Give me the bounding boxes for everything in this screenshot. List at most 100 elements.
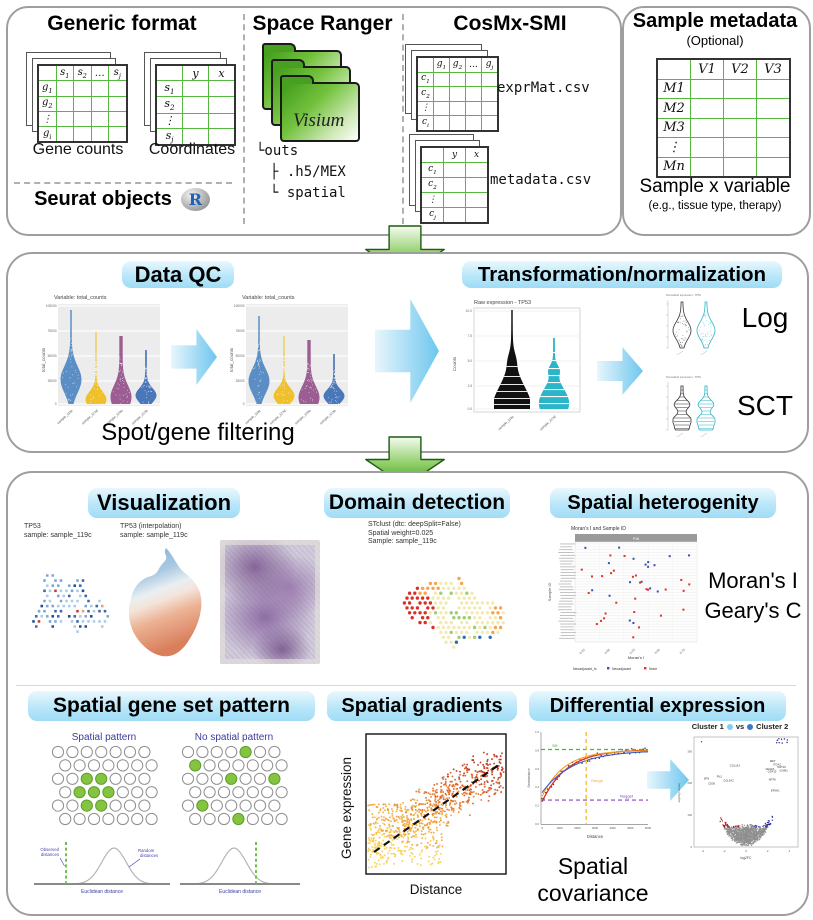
tp53-interpolation-plot: [128, 548, 202, 657]
svg-text:Normalized expression - TP53: Normalized expression - TP53: [666, 375, 701, 379]
exprmat-table: g1 g2… gj c1 c2 ⋮ ci: [416, 56, 499, 132]
vs-label: vs: [735, 722, 745, 731]
svg-text:0.8: 0.8: [535, 748, 539, 752]
distance-distribution-left: ObserveddistancesRandomdistancesEuclidea…: [34, 842, 170, 895]
svg-text:Counts: Counts: [452, 356, 457, 371]
coordinates-stack: y x s1 s2 ⋮ sj: [144, 52, 236, 147]
svg-text:Distance: Distance: [410, 882, 463, 897]
svg-text:CD36: CD36: [708, 782, 715, 786]
svg-text:0.6: 0.6: [535, 767, 539, 771]
svg-text:GDF15: GDF15: [768, 770, 777, 774]
seurat-objects-label: Seurat objects: [34, 188, 172, 210]
svg-text:75000: 75000: [48, 329, 57, 333]
svg-text:Semivariance: Semivariance: [527, 768, 531, 788]
spot-gene-filtering-caption: Spot/gene filtering: [101, 419, 295, 446]
svg-text:50000: 50000: [48, 354, 57, 358]
svg-text:P16: P16: [633, 537, 639, 541]
svg-text:COL3A2: COL3A2: [723, 778, 734, 782]
sample-variable-table: V1 V2 V3 M1 M2 M3 ⋮ Mn: [656, 58, 791, 178]
sample-metadata-title: Sample metadata: [632, 10, 798, 32]
svg-text:Nugget: Nugget: [620, 794, 634, 799]
variogram-plot: 1.0 0.8 0.6 0.4 0.2 0.00 1000 2000 3000 4000 5000 6…: [527, 730, 652, 839]
spatial-heterogeneity-header: Spatial heterogenity: [550, 488, 776, 518]
tree-h5mex: ├ .h5/MEX: [270, 164, 346, 180]
svg-text:log2FC: log2FC: [741, 856, 752, 860]
seurat-row: Seurat objects R: [10, 188, 234, 211]
transformation-header: Transformation/normalization: [462, 261, 782, 288]
domain-detection-header: Domain detection: [324, 488, 510, 518]
svg-text:6000: 6000: [645, 826, 652, 830]
svg-text:0: 0: [690, 845, 692, 849]
no-spatial-pattern-label: No spatial pattern: [194, 732, 274, 743]
svg-text:1.0: 1.0: [535, 730, 539, 734]
visualization-header: Visualization: [88, 488, 240, 518]
spot-plot-caption: TP53 sample: sample_119c: [24, 523, 92, 539]
svg-text:MET: MET: [770, 759, 776, 763]
svg-text:50000: 50000: [236, 354, 245, 358]
sample-variable-subcaption: (e.g., tissue type, therapy): [648, 200, 782, 212]
svg-text:5000: 5000: [627, 826, 634, 830]
svg-text:10.0: 10.0: [466, 309, 472, 313]
seurat-divider: [14, 182, 232, 184]
sct-label: SCT: [737, 390, 793, 421]
svg-text:COL1A1: COL1A1: [730, 764, 741, 768]
space-ranger-title: Space Ranger: [252, 12, 393, 35]
optional-label: (Optional): [686, 33, 744, 48]
svg-text:sample_119c: sample_119c: [497, 415, 515, 432]
svg-text:0.2: 0.2: [535, 804, 539, 808]
svg-text:100000: 100000: [234, 304, 245, 308]
svg-text:0.4: 0.4: [535, 785, 539, 789]
svg-text:Variable: total_counts: Variable: total_counts: [242, 295, 295, 301]
right-arrow-icon: [597, 347, 643, 395]
svg-text:0.0: 0.0: [468, 407, 473, 411]
svg-text:100: 100: [687, 813, 692, 817]
sct-normalized-plot: Normalized expression - TP53: [666, 375, 716, 438]
svg-text:100000: 100000: [46, 304, 57, 308]
svg-text:200: 200: [687, 781, 692, 785]
svg-text:Variable: total_counts: Variable: total_counts: [54, 295, 107, 301]
no-spatial-pattern-grid: [181, 745, 288, 826]
qc-violin-plot-filtered: Variable: total_counts total_counts 100000…: [229, 295, 348, 425]
row-divider: [16, 685, 796, 686]
svg-text:0.75: 0.75: [679, 648, 686, 655]
svg-text:distances: distances: [41, 852, 59, 857]
svg-text:Sample ID: Sample ID: [547, 583, 552, 602]
sample-variable-stack: V1 V2 V3 M1 M2 M3 ⋮ Mn: [656, 58, 791, 178]
spatial-covariance-caption: Spatial covariance: [537, 853, 649, 906]
gene-counts-table: s1 s2… sj g1 g2 ⋮ gi: [37, 64, 128, 144]
svg-text:Sill: Sill: [552, 743, 557, 748]
svg-text:5.0: 5.0: [468, 359, 473, 363]
svg-text:Moran's I: Moran's I: [628, 655, 644, 660]
tree-outs: └outs: [256, 143, 299, 159]
svg-text:0: 0: [243, 402, 245, 406]
tp53-spot-plot: [32, 574, 110, 633]
svg-text:total_counts: total_counts: [229, 347, 234, 372]
svg-text:25000: 25000: [48, 379, 57, 383]
spatial-pattern-label: Spatial pattern: [71, 732, 137, 743]
visium-label: Visium: [293, 110, 345, 131]
cluster2-dot-icon: [747, 723, 754, 730]
svg-text:25000: 25000: [236, 379, 245, 383]
svg-text:FN1: FN1: [717, 774, 723, 778]
svg-text:0.00: 0.00: [604, 648, 611, 655]
log-normalized-plot: Normalized expression - TP53: [666, 293, 716, 356]
svg-text:Euclidean distance: Euclidean distance: [219, 889, 261, 895]
svg-text:distances: distances: [140, 853, 158, 858]
interpolation-caption: TP53 (interpolation) sample: sample_119c: [120, 523, 188, 539]
raw-expression-plot: Raw expression - TP53 Counts 10.0 7.5 5.0 2.5…: [452, 300, 581, 432]
svg-text:7.5: 7.5: [468, 334, 473, 338]
exprmat-file-label: exprMat.csv: [497, 80, 590, 96]
histology-image: [220, 540, 320, 664]
svg-text:300: 300: [687, 749, 692, 753]
folder-icon: Visium: [280, 75, 360, 142]
spatial-gradients-header: Spatial gradients: [327, 691, 517, 721]
metadata-table: y x c1 c2 ⋮ cj: [420, 146, 489, 224]
svg-text:3000: 3000: [592, 826, 599, 830]
svg-text:-0.25: -0.25: [578, 648, 586, 656]
volcano-plot: 300 200 100 0 -4 -2 0 2 4 -log10(p-value) log2FC CO…: [677, 736, 799, 860]
svg-text:None: None: [649, 667, 657, 671]
svg-text:sample_119c: sample_119c: [56, 409, 74, 426]
section-divider: [243, 14, 245, 224]
svg-text:sample_123d: sample_123d: [539, 415, 557, 432]
